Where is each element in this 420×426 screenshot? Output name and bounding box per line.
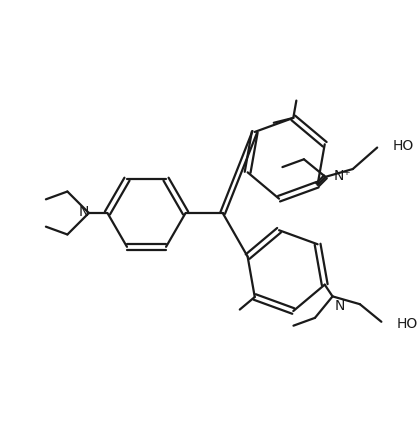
Text: HO: HO bbox=[397, 317, 418, 331]
Text: N⁺: N⁺ bbox=[333, 169, 351, 183]
Text: N: N bbox=[79, 205, 89, 219]
Text: HO: HO bbox=[393, 138, 414, 153]
Text: N: N bbox=[334, 299, 345, 313]
